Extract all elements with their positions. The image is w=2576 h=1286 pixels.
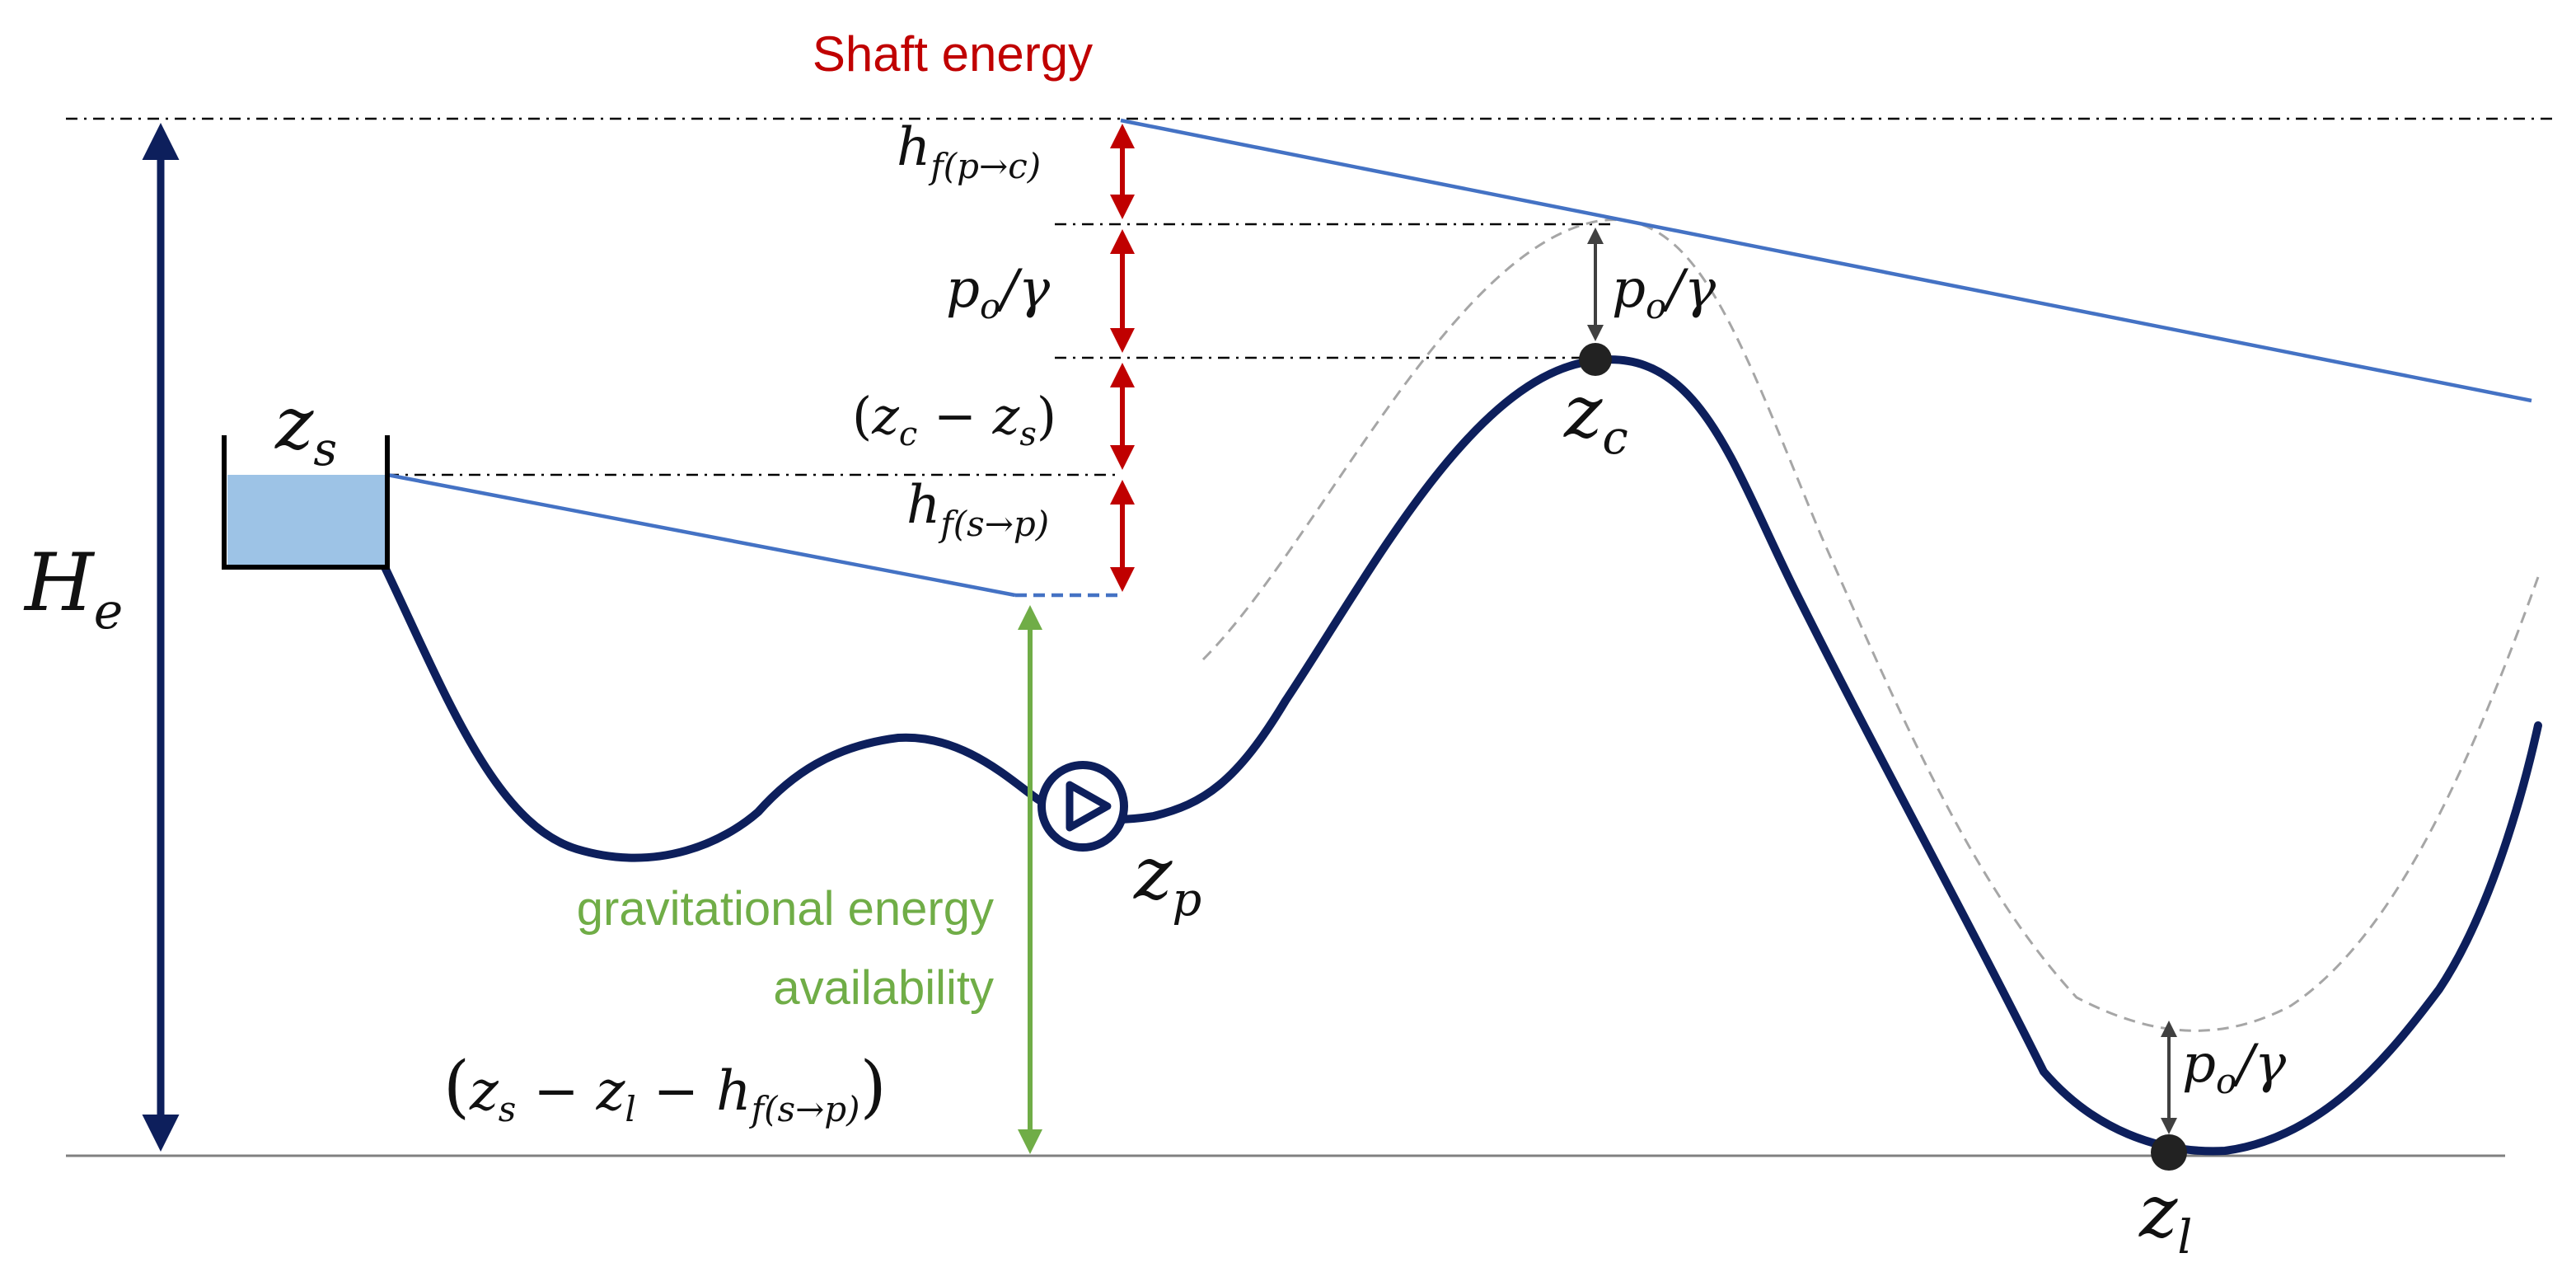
- label-He: He: [23, 537, 123, 641]
- label-zc-minus-zs-minus: −: [917, 386, 992, 446]
- label-hf-pc-sub: f(p→c): [928, 146, 1041, 186]
- label-po-gamma-crest-sub: o: [1646, 286, 1666, 326]
- label-zp: zp: [1133, 831, 1201, 927]
- label-po-gamma-low-rest: /γ: [2232, 1034, 2287, 1095]
- label-zc-minus-zs: (zc − zs): [852, 386, 1056, 453]
- gravitational-energy-label: gravitational energy: [577, 882, 994, 936]
- grav-expr-m1: −: [516, 1059, 596, 1123]
- label-He-main: H: [23, 537, 96, 629]
- label-zl: zl: [2138, 1169, 2192, 1265]
- grav-expr-z2: z: [596, 1059, 626, 1123]
- pump-icon: [1066, 781, 1112, 832]
- label-hf-pc: hf(p→c): [897, 117, 1041, 186]
- label-zl-sub: l: [2177, 1211, 2192, 1265]
- shaft-energy-label: Shaft energy: [813, 26, 1093, 82]
- label-zc-minus-zs-z1: z: [871, 386, 899, 446]
- label-po-gamma-low: po/γ: [2182, 1034, 2287, 1101]
- label-po-gamma-shaft: po/γ: [946, 259, 1051, 326]
- label-zp-main: z: [1133, 831, 1173, 916]
- label-hf-sp-sub: f(s→p): [938, 504, 1049, 544]
- grav-expr-s1: s: [499, 1089, 517, 1129]
- grav-expr-s3: f(s→p): [749, 1089, 860, 1129]
- label-zc-minus-zs-close: ): [1037, 386, 1056, 446]
- label-zc-minus-zs-s2: s: [1019, 415, 1037, 453]
- label-zc: zc: [1563, 369, 1628, 465]
- label-gravitational-expression: (zs − zl − hf(s→p)): [443, 1048, 887, 1129]
- grav-expr-s2: l: [625, 1089, 635, 1129]
- grav-expr-m2: −: [636, 1059, 716, 1123]
- label-zc-main: z: [1563, 369, 1603, 454]
- label-zc-minus-zs-s1: c: [899, 415, 917, 453]
- label-po-gamma-shaft-rest: /γ: [995, 259, 1051, 320]
- energy-grade-line-discharge: [1120, 118, 2532, 403]
- label-po-gamma-shaft-sub: o: [980, 286, 1000, 326]
- label-zp-sub: p: [1172, 873, 1201, 927]
- label-po-gamma-low-sub: o: [2216, 1061, 2236, 1101]
- label-po-gamma-shaft-p: p: [946, 259, 980, 320]
- label-zs-sub: s: [313, 423, 337, 476]
- pump-circle: [1037, 761, 1128, 852]
- reservoir-water: [227, 475, 386, 566]
- energy-grade-line-suction: [386, 472, 1016, 598]
- grav-expr-z1: z: [469, 1059, 499, 1123]
- label-po-gamma-crest: po/γ: [1612, 259, 1717, 326]
- label-zl-main: z: [2138, 1169, 2178, 1254]
- point-zc: [1579, 343, 1612, 376]
- label-hf-sp: hf(s→p): [906, 475, 1049, 544]
- grav-expr-close: ): [860, 1048, 887, 1126]
- minimum-pressure-line: [1201, 218, 2540, 1032]
- grav-expr-open: (: [443, 1048, 470, 1126]
- label-po-gamma-crest-p: p: [1612, 259, 1646, 320]
- label-hf-sp-main: h: [906, 475, 940, 536]
- reservoir-tank: [222, 435, 390, 570]
- pipeline-terrain-profile: [380, 355, 2542, 1156]
- label-zs: zs: [274, 381, 337, 476]
- point-zl: [2151, 1134, 2187, 1171]
- label-po-gamma-low-p: p: [2182, 1034, 2216, 1095]
- label-zc-minus-zs-open: (: [852, 386, 872, 446]
- label-zc-sub: c: [1602, 411, 1628, 465]
- label-po-gamma-crest-rest: /γ: [1661, 259, 1717, 320]
- label-zc-minus-zs-z2: z: [992, 386, 1020, 446]
- label-He-sub: e: [94, 583, 124, 641]
- grav-expr-h: h: [716, 1059, 752, 1123]
- label-hf-pc-main: h: [897, 117, 930, 178]
- availability-label: availability: [773, 961, 994, 1015]
- label-zs-main: z: [274, 381, 314, 466]
